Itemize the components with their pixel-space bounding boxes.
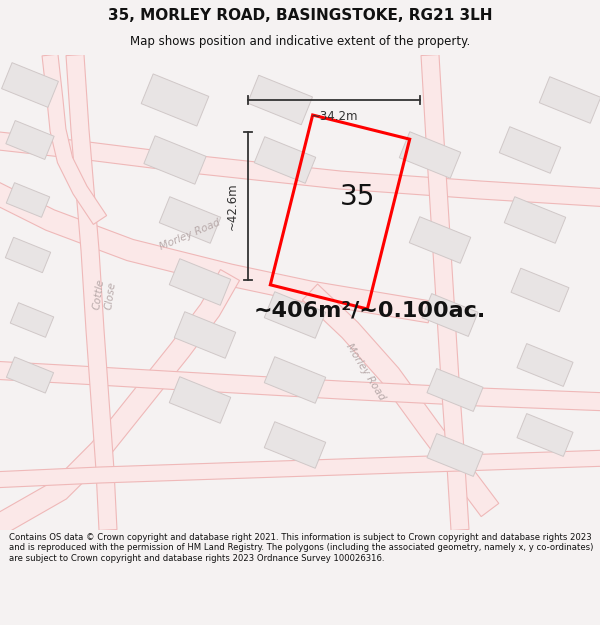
- Polygon shape: [0, 131, 600, 207]
- Polygon shape: [10, 302, 54, 338]
- Polygon shape: [42, 54, 107, 224]
- Polygon shape: [539, 77, 600, 123]
- Text: Map shows position and indicative extent of the property.: Map shows position and indicative extent…: [130, 35, 470, 48]
- Polygon shape: [141, 74, 209, 126]
- Polygon shape: [264, 292, 326, 338]
- Polygon shape: [499, 127, 561, 173]
- Polygon shape: [2, 62, 58, 107]
- Polygon shape: [422, 294, 478, 336]
- Polygon shape: [5, 238, 50, 272]
- Polygon shape: [6, 121, 54, 159]
- Text: Morley Road: Morley Road: [344, 342, 386, 402]
- Polygon shape: [0, 361, 600, 411]
- Polygon shape: [511, 268, 569, 312]
- Polygon shape: [517, 414, 573, 456]
- Polygon shape: [0, 450, 600, 488]
- Text: Morley Road: Morley Road: [158, 217, 222, 252]
- Polygon shape: [174, 312, 236, 358]
- Polygon shape: [399, 132, 461, 178]
- Text: 35: 35: [340, 183, 376, 211]
- Polygon shape: [169, 377, 231, 423]
- Polygon shape: [254, 137, 316, 183]
- Polygon shape: [504, 197, 566, 243]
- Text: Contains OS data © Crown copyright and database right 2021. This information is : Contains OS data © Crown copyright and d…: [9, 533, 593, 562]
- Polygon shape: [169, 259, 231, 305]
- Polygon shape: [264, 422, 326, 468]
- Polygon shape: [302, 284, 499, 517]
- Text: ~42.6m: ~42.6m: [226, 182, 239, 230]
- Polygon shape: [517, 344, 573, 386]
- Polygon shape: [409, 217, 471, 263]
- Polygon shape: [421, 54, 469, 531]
- Text: Cottle
Close: Cottle Close: [92, 278, 118, 312]
- Polygon shape: [264, 357, 326, 403]
- Polygon shape: [427, 434, 483, 476]
- Text: 35, MORLEY ROAD, BASINGSTOKE, RG21 3LH: 35, MORLEY ROAD, BASINGSTOKE, RG21 3LH: [108, 8, 492, 23]
- Polygon shape: [6, 182, 50, 218]
- Polygon shape: [427, 369, 483, 411]
- Text: ~34.2m: ~34.2m: [310, 109, 358, 123]
- Polygon shape: [66, 54, 117, 531]
- Polygon shape: [0, 180, 432, 323]
- Text: ~406m²/~0.100ac.: ~406m²/~0.100ac.: [254, 300, 486, 320]
- Polygon shape: [159, 197, 221, 243]
- Polygon shape: [0, 269, 239, 539]
- Polygon shape: [7, 357, 53, 393]
- Polygon shape: [144, 136, 206, 184]
- Polygon shape: [247, 75, 313, 125]
